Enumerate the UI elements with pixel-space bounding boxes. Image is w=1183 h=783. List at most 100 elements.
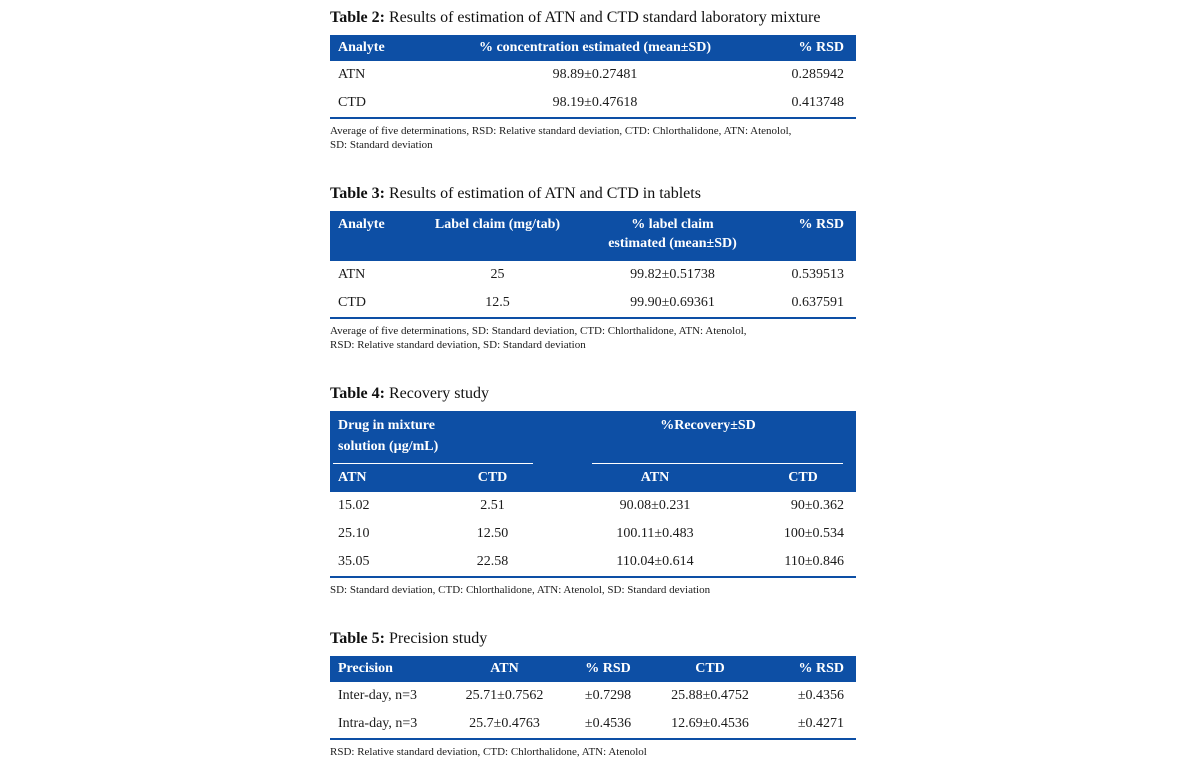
table-row: Inter-day, n=3 25.71±0.7562 ±0.7298 25.8…: [330, 682, 856, 710]
data-cell: 110.04±0.614: [616, 554, 694, 569]
data-cell: ±0.4271: [797, 716, 844, 731]
header-line: estimated (mean±SD): [608, 236, 737, 251]
table4-subheader-ctd-recovery: CTD: [750, 464, 857, 492]
table2-header-rsd: % RSD: [740, 35, 856, 61]
table4-section: Table 4: Recovery study Drug in mixture …: [330, 382, 857, 597]
table-row: 15.02 2.51 90.08±0.231 90±0.362: [330, 492, 856, 520]
table-row: CTD 98.19±0.47618 0.413748: [330, 89, 856, 118]
data-cell: 98.89±0.27481: [552, 67, 638, 82]
footnote-line: SD: Standard deviation: [330, 139, 433, 151]
data-cell: Inter-day, n=3: [338, 688, 418, 703]
table2-title-text: Results of estimation of ATN and CTD sta…: [384, 9, 821, 26]
footnote-line: SD: Standard deviation, CTD: Chlorthalid…: [330, 584, 711, 596]
data-cell: ±0.4536: [584, 716, 632, 731]
data-cell: 90.08±0.231: [619, 498, 691, 513]
table2-section: Table 2: Results of estimation of ATN an…: [330, 6, 856, 152]
table2: Analyte % concentration estimated (mean±…: [330, 35, 856, 119]
data-cell: 25.71±0.7562: [465, 688, 544, 703]
table2-title-label: Table 2:: [330, 9, 385, 26]
table5: Precision ATN % RSD CTD % RSD Inter-day,…: [330, 656, 856, 740]
table4-title-label: Table 4:: [330, 385, 385, 402]
data-cell: 100.11±0.483: [616, 526, 694, 541]
table4-subheader-ctd-mixture: CTD: [425, 464, 560, 492]
table4-subheader-atn-recovery: ATN: [560, 464, 750, 492]
table3-footnote: Average of five determinations, SD: Stan…: [330, 324, 856, 352]
table4-group-recovery: %Recovery±SD: [560, 411, 857, 464]
table4-footnote: SD: Standard deviation, CTD: Chlorthalid…: [330, 583, 856, 597]
table3-section: Table 3: Results of estimation of ATN an…: [330, 182, 856, 352]
table5-title: Table 5: Precision study: [330, 627, 856, 651]
header-line: %Recovery±SD: [660, 418, 756, 433]
data-cell: 98.19±0.47618: [552, 95, 638, 110]
table3-title-label: Table 3:: [330, 185, 385, 202]
data-cell: 0.637591: [791, 295, 845, 310]
table4-subheader-row: ATN CTD ATN CTD: [330, 464, 857, 492]
table3-header-label-claim: Label claim (mg/tab): [415, 211, 580, 261]
data-cell: 0.285942: [791, 67, 845, 82]
data-cell: 99.82±0.51738: [630, 267, 715, 282]
table5-title-label: Table 5:: [330, 630, 385, 647]
data-cell: CTD: [338, 295, 366, 310]
footnote-line: Average of five determinations, SD: Stan…: [330, 325, 747, 337]
table4-group-header-row: Drug in mixture solution (µg/mL) %Recove…: [330, 411, 857, 464]
table-row: CTD 12.5 99.90±0.69361 0.637591: [330, 289, 856, 318]
data-cell: Intra-day, n=3: [338, 716, 418, 731]
table3: Analyte Label claim (mg/tab) % label cla…: [330, 211, 856, 319]
table2-title: Table 2: Results of estimation of ATN an…: [330, 6, 856, 30]
table5-header-rsd-ctd: % RSD: [771, 656, 856, 682]
data-cell: 12.69±0.4536: [671, 716, 749, 731]
data-cell: ATN: [338, 267, 366, 282]
table3-header-label-claim-estimated: % label claim estimated (mean±SD): [580, 211, 765, 261]
data-cell: 100±0.534: [783, 526, 845, 541]
table4: Drug in mixture solution (µg/mL) %Recove…: [330, 411, 857, 578]
data-cell: 0.539513: [791, 267, 845, 282]
data-cell: 110±0.846: [784, 554, 845, 569]
table3-title-text: Results of estimation of ATN and CTD in …: [384, 185, 701, 202]
table5-header-precision: Precision: [330, 656, 442, 682]
table4-subheader-atn-mixture: ATN: [330, 464, 425, 492]
table-row: 35.05 22.58 110.04±0.614 110±0.846: [330, 548, 856, 577]
group-underline: [592, 463, 844, 464]
header-line: % label claim: [631, 217, 714, 232]
table-row: 25.10 12.50 100.11±0.483 100±0.534: [330, 520, 856, 548]
data-cell: 12.5: [485, 295, 510, 310]
data-cell: 12.50: [476, 526, 509, 541]
data-cell: 0.413748: [791, 95, 845, 110]
data-cell: 25.10: [338, 526, 370, 541]
table-row: Intra-day, n=3 25.7±0.4763 ±0.4536 12.69…: [330, 710, 856, 739]
table5-header-rsd-atn: % RSD: [567, 656, 649, 682]
table5-header-ctd: CTD: [649, 656, 771, 682]
table5-footnote: RSD: Relative standard deviation, CTD: C…: [330, 745, 856, 759]
table5-header-row: Precision ATN % RSD CTD % RSD: [330, 656, 856, 682]
footnote-line: RSD: Relative standard deviation, SD: St…: [330, 339, 586, 351]
table-row: ATN 25 99.82±0.51738 0.539513: [330, 261, 856, 289]
table-row: ATN 98.89±0.27481 0.285942: [330, 61, 856, 89]
data-cell: ±0.4356: [797, 688, 844, 703]
table3-header-rsd: % RSD: [765, 211, 856, 261]
table3-header-analyte: Analyte: [330, 211, 415, 261]
footnote-line: RSD: Relative standard deviation, CTD: C…: [330, 746, 647, 758]
table3-title: Table 3: Results of estimation of ATN an…: [330, 182, 856, 206]
header-line: solution (µg/mL): [338, 439, 439, 454]
paper-tables-column: Table 2: Results of estimation of ATN an…: [330, 6, 857, 759]
footnote-line: Average of five determinations, RSD: Rel…: [330, 125, 792, 137]
data-cell: ATN: [338, 67, 366, 82]
table2-header-analyte: Analyte: [330, 35, 450, 61]
table5-section: Table 5: Precision study Precision ATN %…: [330, 627, 856, 759]
data-cell: 25.7±0.4763: [469, 716, 540, 731]
data-cell: CTD: [338, 95, 366, 110]
data-cell: 2.51: [480, 498, 505, 513]
data-cell: 25.88±0.4752: [671, 688, 749, 703]
data-cell: 90±0.362: [790, 498, 845, 513]
data-cell: 35.05: [338, 554, 370, 569]
data-cell: 25: [490, 267, 505, 282]
table2-header-concentration: % concentration estimated (mean±SD): [450, 35, 740, 61]
table4-group-drug-in-mixture: Drug in mixture solution (µg/mL): [330, 411, 560, 464]
data-cell: 15.02: [338, 498, 370, 513]
data-cell: ±0.7298: [584, 688, 632, 703]
table5-header-atn: ATN: [442, 656, 567, 682]
table4-title-text: Recovery study: [384, 385, 489, 402]
table2-header-row: Analyte % concentration estimated (mean±…: [330, 35, 856, 61]
table5-title-text: Precision study: [384, 630, 488, 647]
table2-footnote: Average of five determinations, RSD: Rel…: [330, 124, 856, 152]
